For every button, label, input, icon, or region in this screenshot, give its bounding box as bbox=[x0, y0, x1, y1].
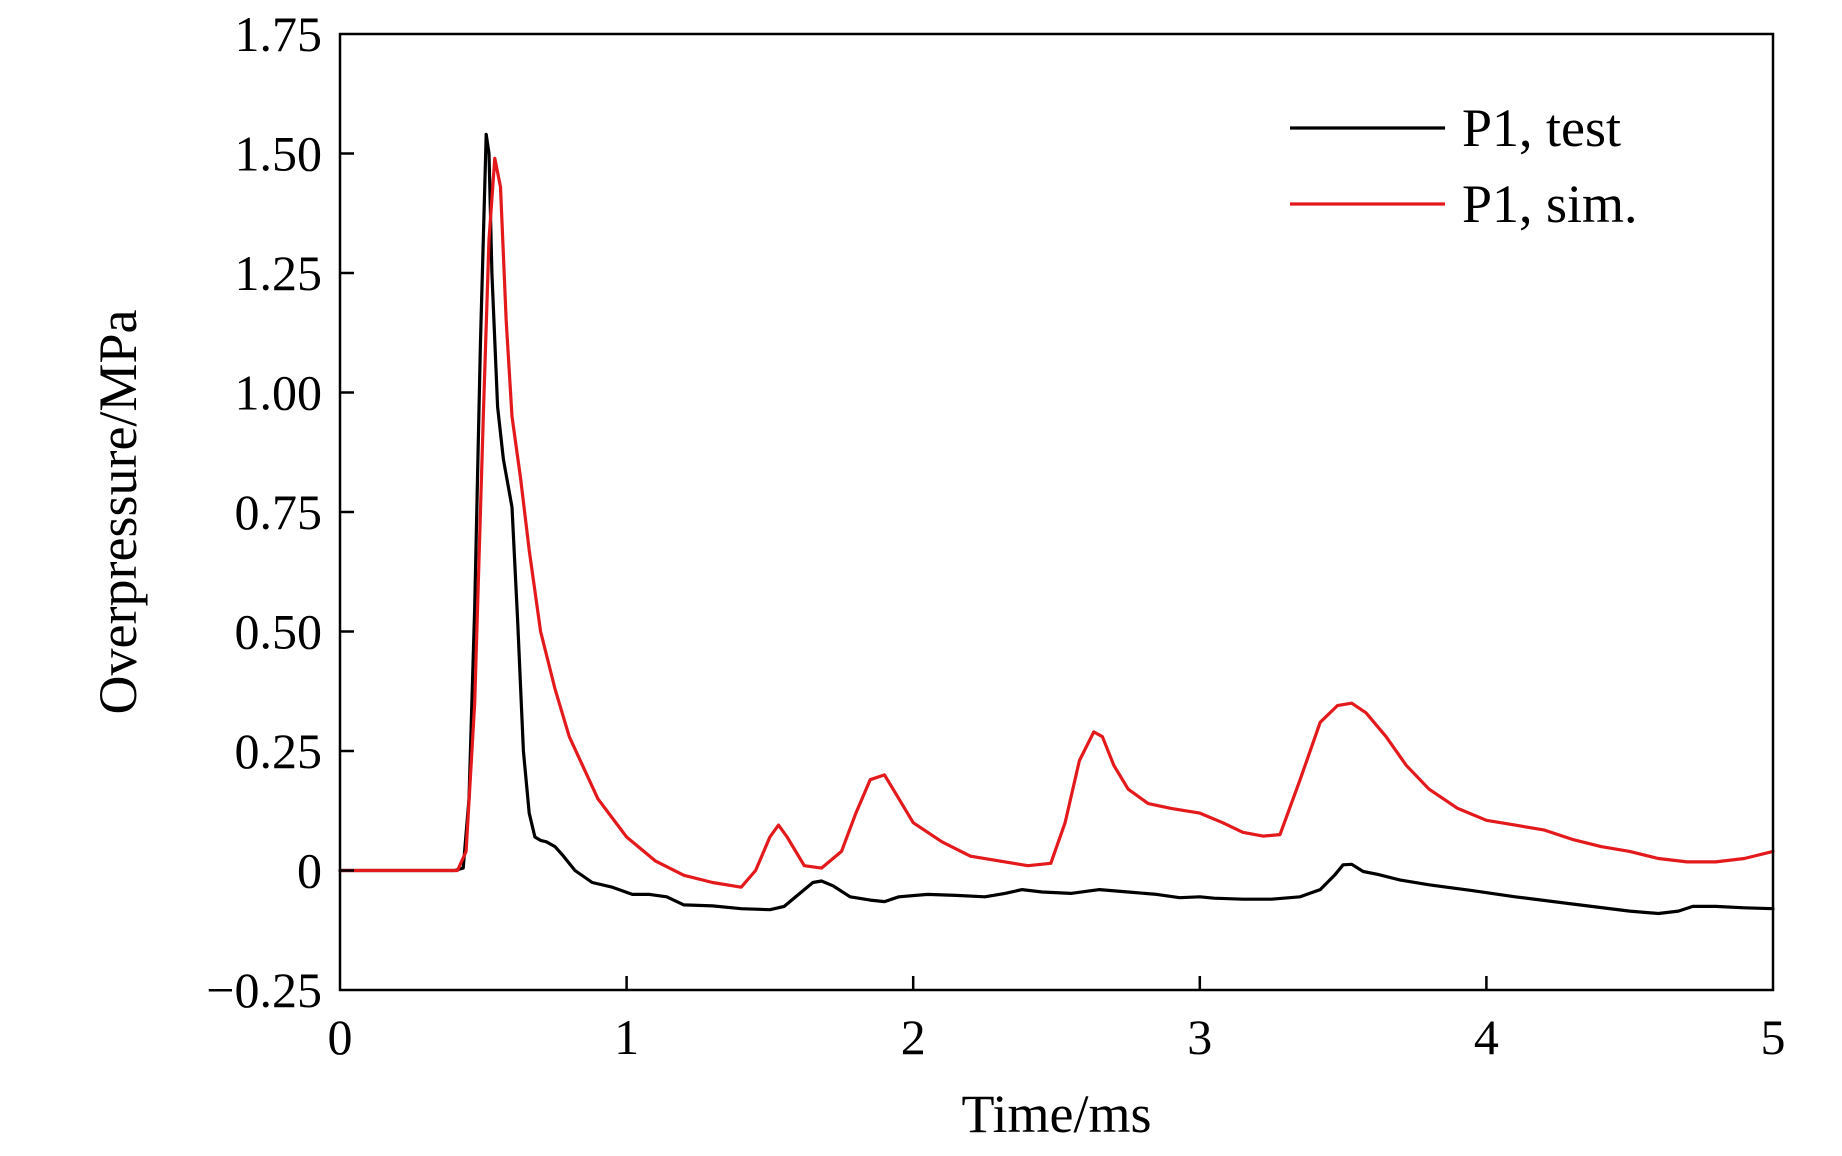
y-axis-label: Overpressure/MPa bbox=[88, 310, 148, 715]
x-tick-label: 3 bbox=[1187, 1009, 1212, 1065]
x-axis-label: Time/ms bbox=[961, 1084, 1151, 1144]
plot-area bbox=[338, 132, 1775, 916]
y-tick-label: 0.75 bbox=[235, 484, 323, 540]
series-line-sim bbox=[338, 156, 1775, 889]
y-tick-label: 1.75 bbox=[235, 6, 323, 62]
x-tick-label: 1 bbox=[614, 1009, 639, 1065]
y-tick-label: −0.25 bbox=[206, 962, 322, 1018]
legend-label-test: P1, test bbox=[1462, 98, 1621, 158]
y-tick-label: 0.25 bbox=[235, 723, 323, 779]
y-tick-label: 1.50 bbox=[235, 126, 323, 182]
y-tick-label: 0.50 bbox=[235, 604, 323, 660]
x-tick-label: 2 bbox=[901, 1009, 926, 1065]
series-line-test bbox=[338, 132, 1775, 916]
x-tick-label: 4 bbox=[1474, 1009, 1499, 1065]
x-tick-label: 0 bbox=[328, 1009, 353, 1065]
y-tick-label: 1.00 bbox=[235, 365, 323, 421]
y-tick-label: 1.25 bbox=[235, 245, 323, 301]
y-tick-label: 0 bbox=[297, 843, 322, 899]
legend: P1, test P1, sim. bbox=[1290, 98, 1638, 234]
legend-label-sim: P1, sim. bbox=[1462, 174, 1638, 234]
x-tick-label: 5 bbox=[1761, 1009, 1786, 1065]
